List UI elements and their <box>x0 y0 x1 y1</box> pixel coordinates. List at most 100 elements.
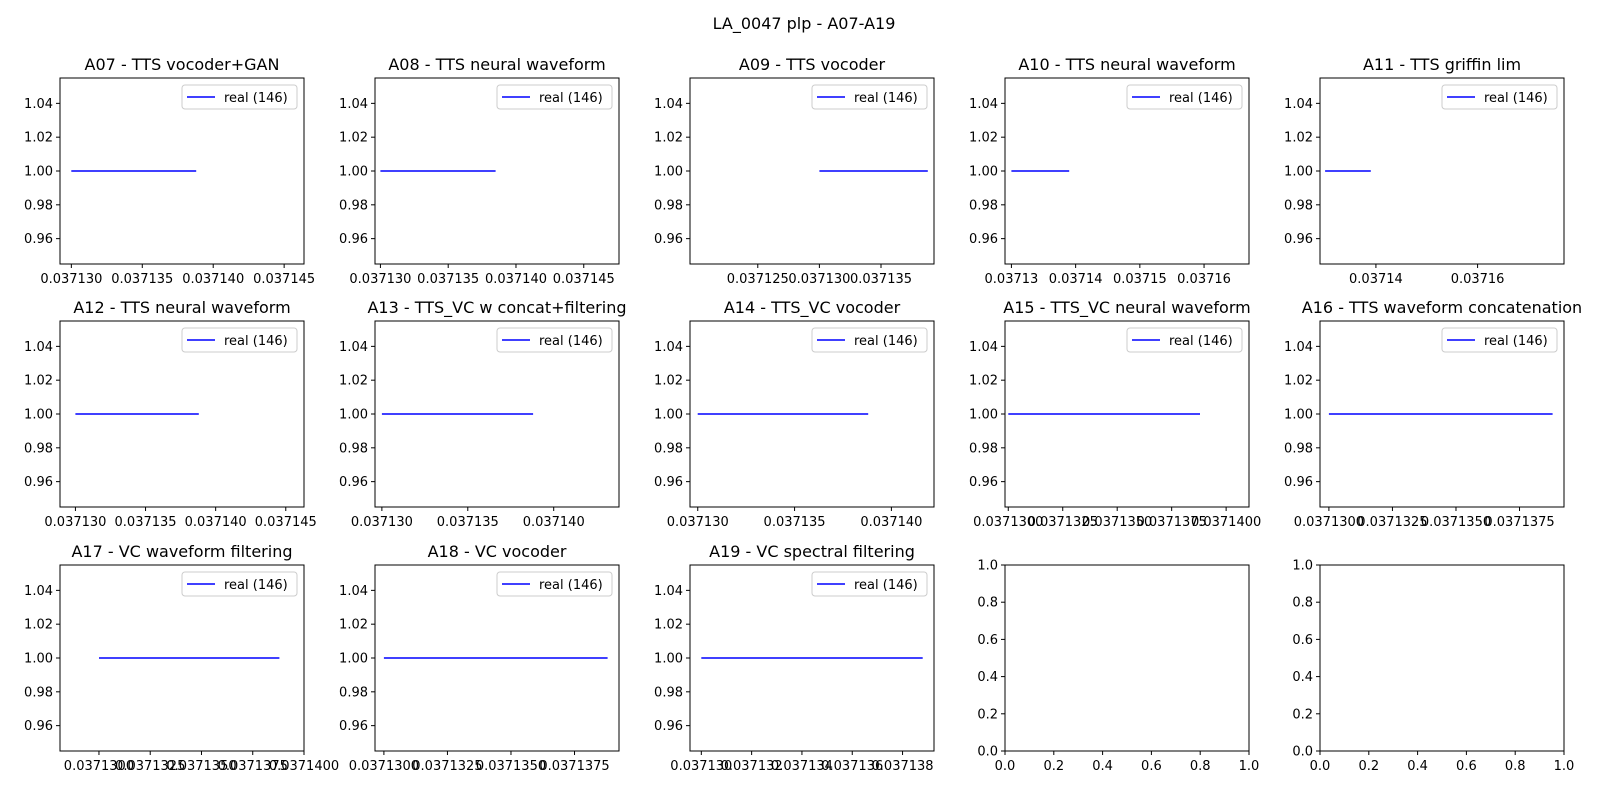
figure-suptitle: LA_0047 plp - A07-A19 <box>713 14 896 34</box>
y-tick-label: 0.96 <box>1284 475 1313 490</box>
x-tick-label: 0.0371350 <box>166 759 236 774</box>
y-tick-label: 1.00 <box>654 165 683 180</box>
y-tick-label: 0.96 <box>654 475 683 490</box>
legend-label: real (146) <box>539 334 603 349</box>
x-tick-label: 0.0371300 <box>973 515 1043 530</box>
y-tick-label: 0.96 <box>24 475 53 490</box>
legend-label: real (146) <box>539 578 603 593</box>
subplot-title: A18 - VC vocoder <box>428 542 567 561</box>
y-tick-label: 1.02 <box>969 131 998 146</box>
x-tick-label: 0.037145 <box>255 515 317 530</box>
y-tick-label: 0.96 <box>1284 232 1313 247</box>
y-tick-label: 1.04 <box>654 97 683 112</box>
x-tick-label: 0.6 <box>1141 759 1162 774</box>
y-tick-label: 0.96 <box>969 475 998 490</box>
y-tick-label: 0.96 <box>654 719 683 734</box>
legend-label: real (146) <box>854 91 918 106</box>
x-tick-label: 0.03716 <box>1177 272 1231 287</box>
legend: real (146) <box>811 84 928 110</box>
subplot-5: A11 - TTS griffin lim 0.96 0.98 1.00 1.02 1.0… <box>1284 55 1565 287</box>
x-tick-label: 0.037140 <box>182 272 244 287</box>
x-tick-label: 0.0371375 <box>539 759 609 774</box>
y-tick-label: 1.02 <box>339 131 368 146</box>
x-tick-label: 0.037140 <box>523 515 585 530</box>
x-tick-label: 0.0371300 <box>1294 515 1364 530</box>
x-tick-label: 0.037130 <box>670 759 732 774</box>
subplot-10: A16 - TTS waveform concatenation 0.96 0.98… <box>1284 298 1582 530</box>
y-tick-label: 0.96 <box>24 232 53 247</box>
x-tick-label: 0.037130 <box>349 272 411 287</box>
legend: real (146) <box>181 327 298 353</box>
subplot-title: A07 - TTS vocoder+GAN <box>85 55 280 74</box>
y-tick-label: 1.02 <box>24 374 53 389</box>
y-tick-label: 1.02 <box>969 374 998 389</box>
x-tick-label: 0.037134 <box>771 759 833 774</box>
y-tick-label: 0.98 <box>339 441 368 456</box>
y-tick-label: 1.04 <box>339 340 368 355</box>
x-tick-label: 1.0 <box>1554 759 1575 774</box>
y-tick-label: 0.2 <box>1292 707 1313 722</box>
legend-label: real (146) <box>539 91 603 106</box>
x-tick-label: 0.037145 <box>553 272 615 287</box>
legend-box <box>811 84 928 110</box>
subplot-title: A11 - TTS griffin lim <box>1363 55 1521 74</box>
x-tick-label: 0.037135 <box>437 515 499 530</box>
y-tick-label: 0.98 <box>24 441 53 456</box>
y-tick-label: 1.04 <box>654 584 683 599</box>
x-tick-label: 0.0371375 <box>218 759 288 774</box>
y-tick-label: 0.6 <box>977 633 998 648</box>
x-tick-label: 0.8 <box>1505 759 1526 774</box>
y-tick-label: 1.02 <box>1284 131 1313 146</box>
axes-frame <box>689 77 935 265</box>
x-tick-label: 0.037130 <box>788 272 850 287</box>
y-tick-label: 1.00 <box>339 165 368 180</box>
x-tick-label: 0.8 <box>1190 759 1211 774</box>
x-tick-label: 0.0 <box>995 759 1016 774</box>
x-tick-label: 0.2 <box>1043 759 1064 774</box>
x-tick-label: 0.037135 <box>111 272 173 287</box>
subplot-11: A17 - VC waveform filtering 0.96 0.98 1.00 1… <box>24 542 339 774</box>
x-tick-label: 0.6 <box>1456 759 1477 774</box>
y-tick-label: 0.2 <box>977 707 998 722</box>
x-tick-label: 0.037140 <box>185 515 247 530</box>
y-tick-label: 0.4 <box>1292 670 1313 685</box>
y-tick-label: 0.98 <box>654 685 683 700</box>
legend-box <box>496 84 613 110</box>
x-tick-label: 0.03716 <box>1451 272 1505 287</box>
y-tick-label: 0.98 <box>969 198 998 213</box>
subplot-8: A14 - TTS_VC vocoder 0.96 0.98 1.00 1.02 1.04… <box>654 298 935 530</box>
x-tick-label: 0.037138 <box>872 759 934 774</box>
axes-frame <box>59 77 305 265</box>
axes-frame <box>1319 77 1565 265</box>
x-tick-label: 0.037130 <box>40 272 102 287</box>
y-tick-label: 1.0 <box>977 559 998 574</box>
x-tick-label: 0.0371350 <box>476 759 546 774</box>
x-tick-label: 0.0371325 <box>1028 515 1098 530</box>
y-tick-label: 0.0 <box>977 745 998 760</box>
x-tick-label: 1.0 <box>1239 759 1260 774</box>
y-tick-label: 0.98 <box>339 685 368 700</box>
axes-frame <box>374 77 620 265</box>
y-tick-label: 1.04 <box>969 97 998 112</box>
legend-box <box>811 571 928 597</box>
y-tick-label: 0.96 <box>339 475 368 490</box>
x-tick-label: 0.0371350 <box>1082 515 1152 530</box>
y-tick-label: 0.96 <box>339 232 368 247</box>
x-tick-label: 0.0371375 <box>1137 515 1207 530</box>
x-tick-label: 0.037140 <box>860 515 922 530</box>
y-tick-label: 1.00 <box>1284 408 1313 423</box>
y-tick-label: 0.6 <box>1292 633 1313 648</box>
subplot-13: A19 - VC spectral filtering 0.96 0.98 1.00 1… <box>654 542 935 774</box>
y-tick-label: 1.0 <box>1292 559 1313 574</box>
y-tick-label: 1.04 <box>1284 340 1313 355</box>
y-tick-label: 0.98 <box>1284 198 1313 213</box>
legend-label: real (146) <box>854 578 918 593</box>
x-tick-label: 0.0371300 <box>64 759 134 774</box>
subplot-1: A07 - TTS vocoder+GAN 0.96 0.98 1.00 1.02 1.0… <box>24 55 315 287</box>
axes-frame <box>1319 320 1565 508</box>
legend: real (146) <box>1441 84 1558 110</box>
x-tick-label: 0.037145 <box>253 272 315 287</box>
y-tick-label: 0.98 <box>24 198 53 213</box>
x-tick-label: 0.0371325 <box>115 759 185 774</box>
